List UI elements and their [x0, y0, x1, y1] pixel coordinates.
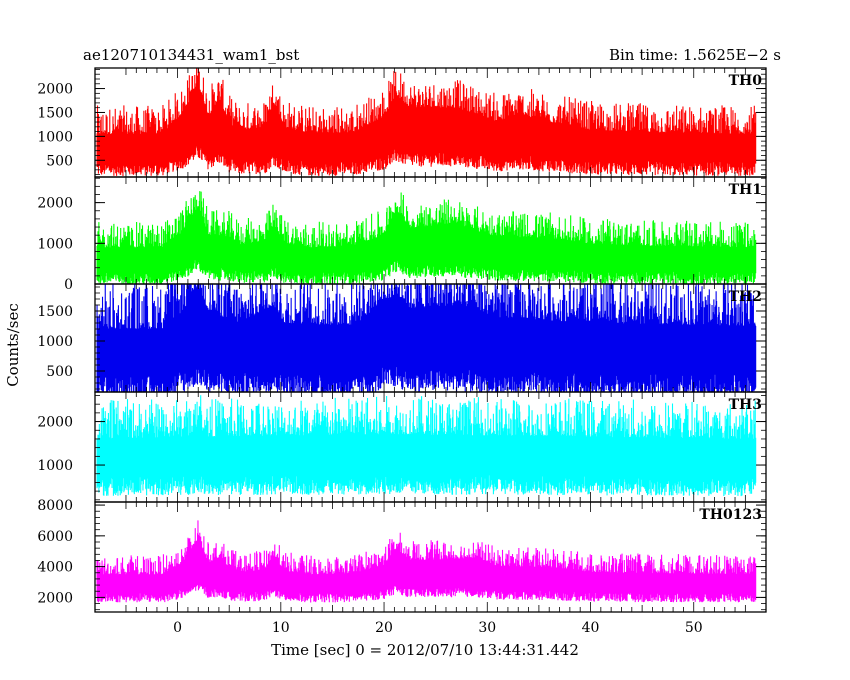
- bin-time-label: Bin time: 1.5625E−2 s: [609, 46, 781, 64]
- chart-title: ae120710134431_wam1_bst: [83, 46, 299, 64]
- y-tick-label: 2000: [37, 415, 73, 431]
- series-th1: [96, 191, 757, 284]
- x-tick-label: 20: [375, 620, 393, 636]
- series-th2: [96, 284, 757, 392]
- x-tick-label: 0: [173, 620, 182, 636]
- y-tick-label: 500: [46, 153, 73, 169]
- y-tick-label: 8000: [37, 498, 73, 514]
- y-axis-label: Counts/sec: [4, 303, 22, 387]
- y-tick-label: 6000: [37, 529, 73, 545]
- y-tick-label: 2000: [37, 590, 73, 606]
- y-tick-label: 1000: [37, 236, 73, 252]
- panel-frame: [94, 501, 767, 613]
- y-tick-label: 2000: [37, 196, 73, 212]
- panel-th0123: 2000 4000 6000 8000 TH0123: [37, 498, 767, 613]
- y-tick-label: 1500: [37, 105, 73, 121]
- y-tick-label: 2000: [37, 82, 73, 98]
- y-tick-label: 1500: [37, 304, 73, 320]
- panel-th0: 500 1000 1500 2000 TH0: [37, 67, 767, 178]
- x-tick-label: 50: [685, 620, 703, 636]
- panel-stack: 500 1000 1500 2000 TH0 0 1000 2000 TH1 500 1000 150…: [37, 67, 767, 613]
- y-tick-label: 4000: [37, 560, 73, 576]
- panel-tag-th0123: TH0123: [699, 507, 762, 523]
- panel-tag-th0: TH0: [729, 73, 763, 89]
- x-tick-label: 10: [272, 620, 290, 636]
- y-tick-label: 0: [64, 277, 73, 293]
- y-tick-label: 1000: [37, 334, 73, 350]
- y-tick-label: 500: [46, 364, 73, 380]
- panel-tag-th1: TH1: [729, 182, 762, 198]
- y-tick-label: 1000: [37, 129, 73, 145]
- x-axis: 0 10 20 30 40 50: [173, 620, 703, 636]
- x-tick-label: 30: [478, 620, 496, 636]
- series-th3: [96, 395, 757, 497]
- y-tick-label: 1000: [37, 458, 73, 474]
- series-th0: [96, 68, 757, 176]
- series-th0123: [96, 520, 757, 603]
- panel-tag-th2: TH2: [729, 289, 762, 305]
- x-axis-label: Time [sec] 0 = 2012/07/10 13:44:31.442: [271, 641, 579, 659]
- x-tick-label: 40: [582, 620, 600, 636]
- panel-tag-th3: TH3: [729, 397, 762, 413]
